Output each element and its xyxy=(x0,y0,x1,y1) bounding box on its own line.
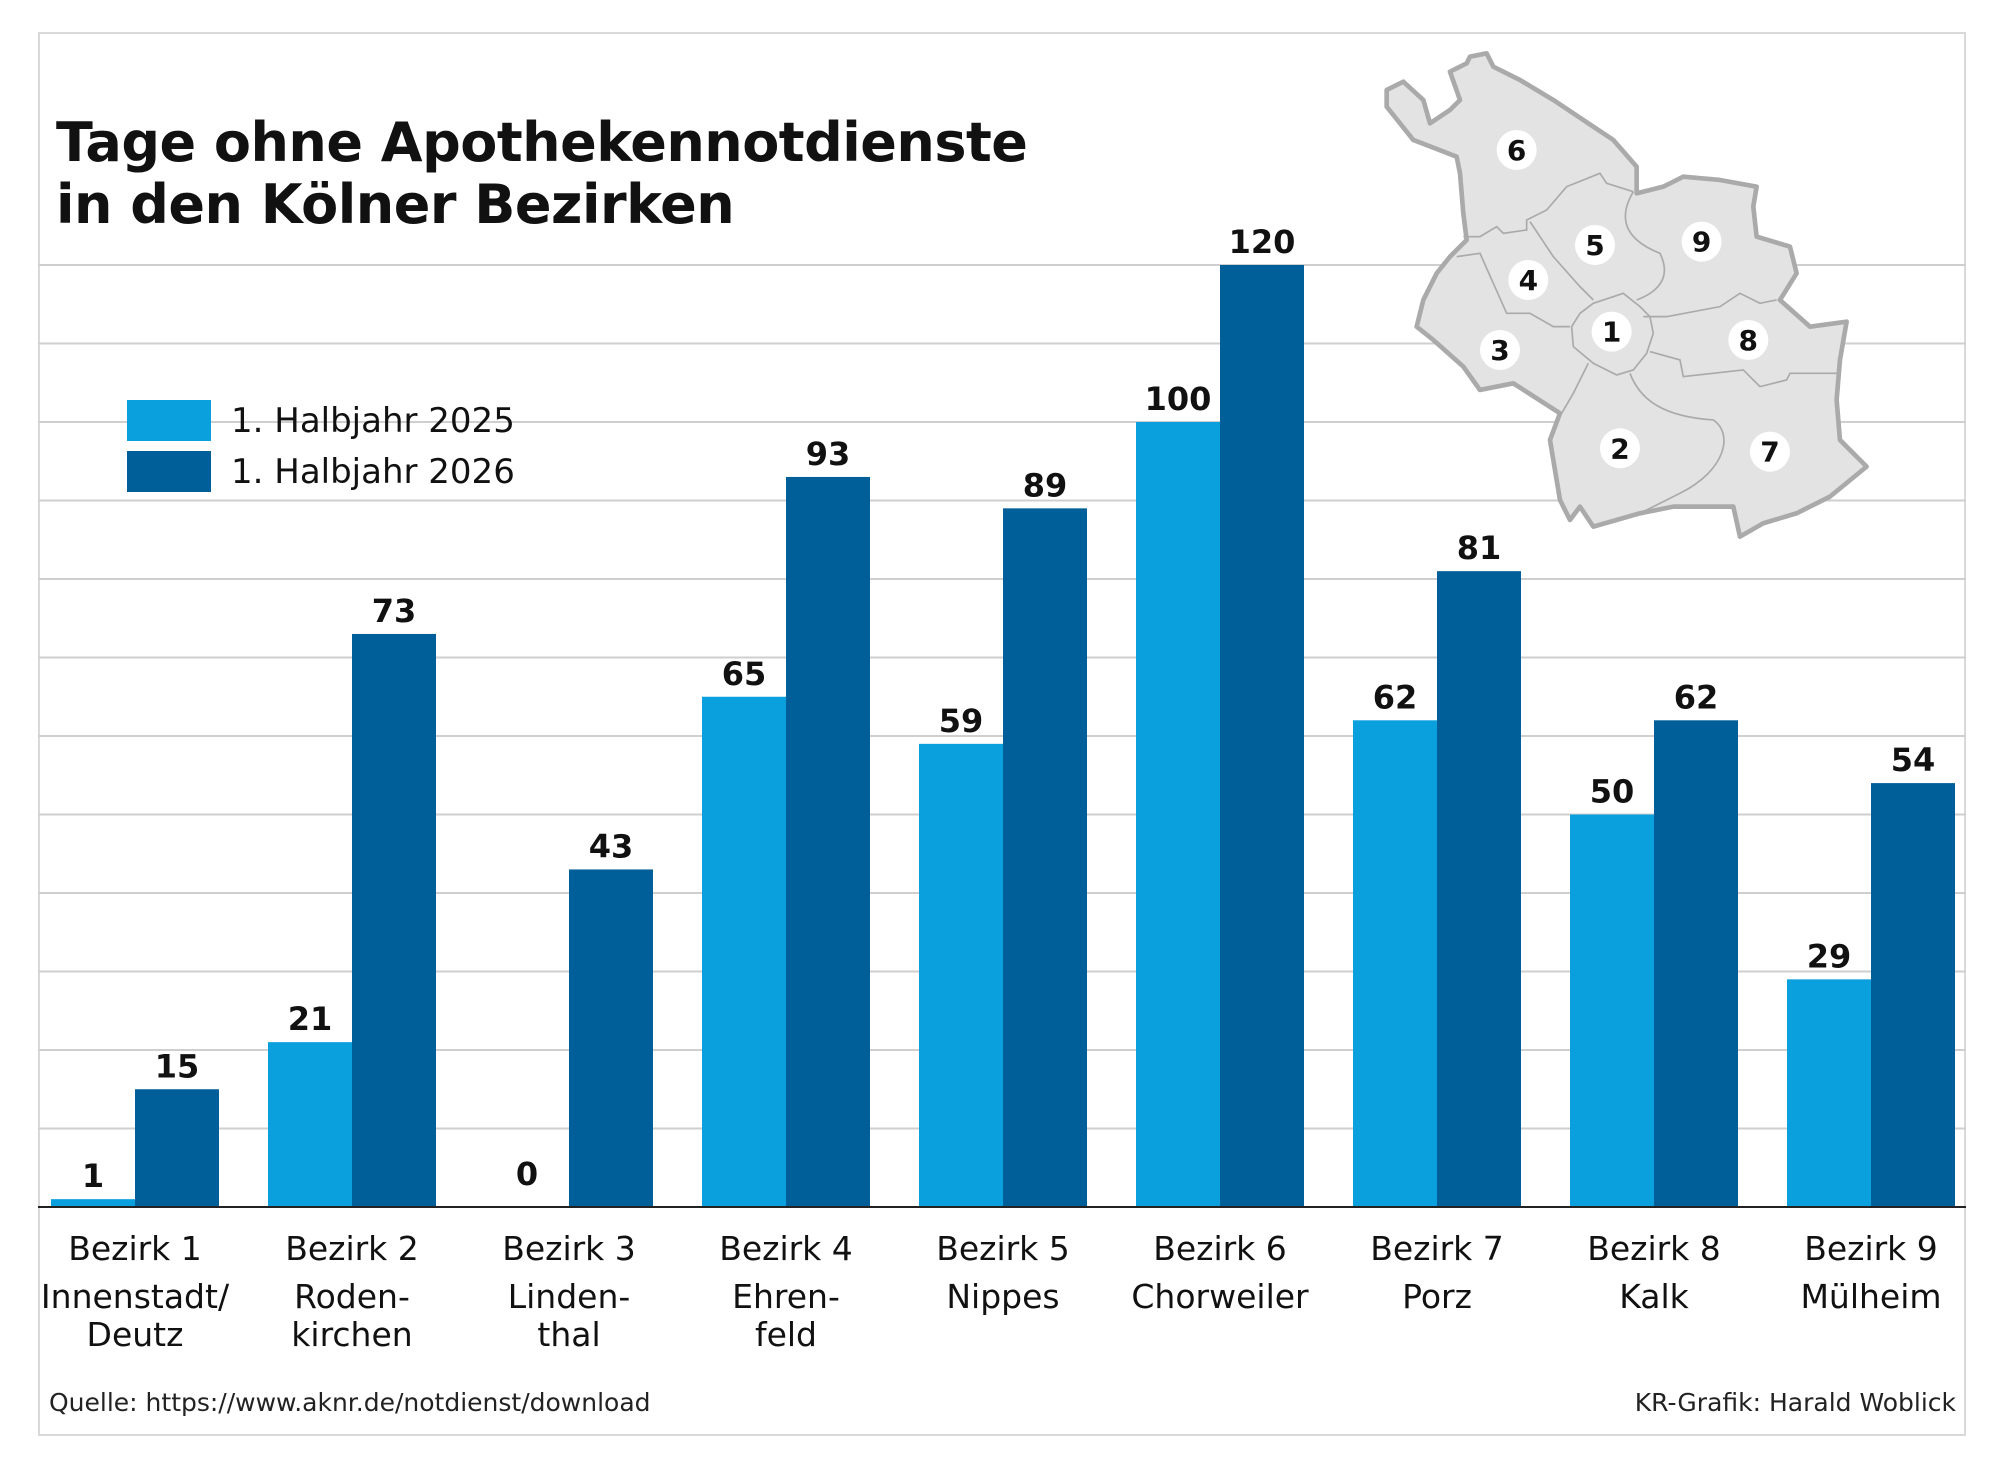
x-tick-sublabel: Innenstadt/ xyxy=(41,1277,230,1316)
district-label: 9 xyxy=(1692,226,1711,259)
district-boundaries xyxy=(1456,172,1837,515)
bar xyxy=(786,476,870,1207)
x-tick-sublabel: Deutz xyxy=(87,1315,184,1354)
bar xyxy=(1437,571,1521,1207)
district-label: 6 xyxy=(1507,134,1526,167)
bar xyxy=(352,633,436,1207)
bar xyxy=(1353,720,1437,1207)
district-label: 3 xyxy=(1490,334,1509,367)
x-tick-label: Bezirk 5 xyxy=(936,1229,1070,1268)
x-tick-label: Bezirk 3 xyxy=(502,1229,636,1268)
data-label: 0 xyxy=(516,1155,538,1193)
chart-frame xyxy=(38,32,1966,1436)
x-tick-sublabel: Chorweiler xyxy=(1131,1277,1309,1316)
data-label: 29 xyxy=(1807,937,1852,975)
x-tick-label: Bezirk 7 xyxy=(1370,1229,1504,1268)
x-tick-label: Bezirk 2 xyxy=(285,1229,419,1268)
data-label: 65 xyxy=(722,655,767,693)
data-label: 15 xyxy=(155,1047,200,1085)
x-tick-label: Bezirk 9 xyxy=(1804,1229,1938,1268)
district-marker xyxy=(1681,221,1722,262)
district-label: 8 xyxy=(1739,324,1758,357)
chart-title: Tage ohne Apothekennotdienste in den Köl… xyxy=(56,111,1028,236)
legend-item-2025: 1. Halbjahr 2025 xyxy=(127,400,515,441)
x-tick-sublabel: feld xyxy=(755,1315,817,1354)
data-label: 21 xyxy=(288,1000,333,1038)
district-marker xyxy=(1599,428,1640,469)
legend-label: 1. Halbjahr 2026 xyxy=(231,451,515,492)
data-label: 1 xyxy=(82,1157,104,1195)
data-label: 62 xyxy=(1373,678,1418,716)
district-marker xyxy=(1479,329,1520,370)
district-label: 2 xyxy=(1610,432,1629,465)
x-tick-label: Bezirk 1 xyxy=(68,1229,202,1268)
bar xyxy=(919,743,1003,1207)
data-label: 100 xyxy=(1145,380,1212,418)
bar xyxy=(1654,720,1738,1207)
bar xyxy=(135,1089,219,1207)
district-marker xyxy=(1496,129,1537,170)
data-label: 81 xyxy=(1457,529,1502,567)
x-tick-sublabel: Kalk xyxy=(1619,1277,1689,1316)
legend-swatch xyxy=(127,400,211,441)
x-tick-sublabel: kirchen xyxy=(291,1315,412,1354)
bar xyxy=(51,1199,135,1207)
bar xyxy=(268,1042,352,1207)
district-marker xyxy=(1749,431,1790,472)
x-tick-label: Bezirk 8 xyxy=(1587,1229,1721,1268)
district-marker xyxy=(1508,259,1549,300)
x-tick-sublabel: Porz xyxy=(1402,1277,1472,1316)
credit-note: KR-Grafik: Harald Woblick xyxy=(1634,1388,1956,1417)
data-label: 43 xyxy=(589,827,634,865)
data-label: 50 xyxy=(1590,773,1635,811)
chart-title-line: Tage ohne Apothekennotdienste xyxy=(56,111,1028,174)
bar xyxy=(1136,422,1220,1207)
bar xyxy=(702,696,786,1207)
x-axis-labels: Bezirk 1 Innenstadt/Deutz Bezirk 2 Roden-ki… xyxy=(41,1229,1942,1354)
legend-item-2026: 1. Halbjahr 2026 xyxy=(127,451,515,492)
x-tick-label: Bezirk 6 xyxy=(1153,1229,1287,1268)
x-tick-sublabel: Nippes xyxy=(946,1277,1059,1316)
district-label: 7 xyxy=(1760,436,1779,469)
data-label: 62 xyxy=(1674,678,1719,716)
district-marker xyxy=(1591,311,1632,352)
bar xyxy=(1570,814,1654,1207)
x-tick-sublabel: Linden- xyxy=(508,1277,631,1316)
district-label: 1 xyxy=(1602,316,1621,349)
district-marker xyxy=(1728,319,1769,360)
bar xyxy=(569,869,653,1207)
district-label: 4 xyxy=(1519,264,1538,297)
data-label: 73 xyxy=(372,592,417,630)
district-label: 5 xyxy=(1585,229,1604,262)
bar xyxy=(1220,265,1304,1207)
bar xyxy=(1003,508,1087,1208)
data-label: 120 xyxy=(1229,223,1296,261)
bar xyxy=(1871,783,1955,1207)
data-label: 93 xyxy=(806,435,851,473)
source-note: Quelle: https://www.aknr.de/notdienst/do… xyxy=(49,1388,651,1417)
x-tick-label: Bezirk 4 xyxy=(719,1229,853,1268)
data-label: 54 xyxy=(1891,741,1936,779)
x-tick-sublabel: Mülheim xyxy=(1800,1277,1941,1316)
legend-swatch xyxy=(127,451,211,492)
data-label: 59 xyxy=(939,702,984,740)
x-tick-sublabel: thal xyxy=(537,1315,600,1354)
bars xyxy=(51,265,1955,1208)
legend-label: 1. Halbjahr 2025 xyxy=(231,400,515,441)
data-label: 89 xyxy=(1023,466,1068,504)
district-marker xyxy=(1574,224,1615,265)
x-tick-sublabel: Ehren- xyxy=(732,1277,840,1316)
cologne-district-map: 1 2 3 4 5 6 7 8 9 xyxy=(1384,50,1869,539)
chart-title-line: in den Kölner Bezirken xyxy=(56,173,735,236)
bar xyxy=(1787,979,1871,1207)
x-tick-sublabel: Roden- xyxy=(294,1277,410,1316)
